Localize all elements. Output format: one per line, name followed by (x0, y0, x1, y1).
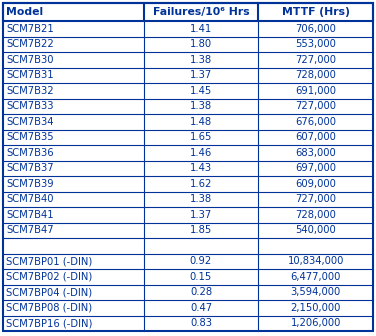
Text: SCM7B37: SCM7B37 (6, 163, 54, 173)
Text: SCM7B39: SCM7B39 (6, 179, 54, 189)
Text: SCM7BP04 (-DIN): SCM7BP04 (-DIN) (6, 287, 92, 297)
Text: 1.80: 1.80 (190, 39, 212, 49)
Text: SCM7B34: SCM7B34 (6, 117, 53, 127)
Text: 728,000: 728,000 (295, 70, 336, 80)
Text: 727,000: 727,000 (295, 101, 336, 111)
Text: 1.37: 1.37 (190, 210, 212, 220)
Text: 1.85: 1.85 (190, 225, 212, 235)
Text: 1.45: 1.45 (190, 86, 212, 96)
Text: SCM7B30: SCM7B30 (6, 55, 53, 65)
Text: 0.92: 0.92 (190, 256, 212, 266)
Bar (3, 3, 373, 21)
Text: 0.15: 0.15 (190, 272, 212, 282)
Text: SCM7B36: SCM7B36 (6, 148, 54, 158)
Text: SCM7B35: SCM7B35 (6, 132, 54, 142)
Text: Model: Model (6, 7, 43, 17)
Text: 1.38: 1.38 (190, 101, 212, 111)
Text: SCM7B47: SCM7B47 (6, 225, 54, 235)
Text: SCM7B40: SCM7B40 (6, 194, 53, 204)
Text: MTTF (Hrs): MTTF (Hrs) (282, 7, 350, 17)
Text: 1.48: 1.48 (190, 117, 212, 127)
Text: 2,150,000: 2,150,000 (291, 303, 341, 313)
Text: 691,000: 691,000 (295, 86, 336, 96)
Text: 1.38: 1.38 (190, 194, 212, 204)
Text: 0.28: 0.28 (190, 287, 212, 297)
Text: SCM7B22: SCM7B22 (6, 39, 54, 49)
Text: SCM7B41: SCM7B41 (6, 210, 54, 220)
Text: 706,000: 706,000 (295, 24, 336, 34)
Text: 0.47: 0.47 (190, 303, 212, 313)
Text: SCM7BP08 (-DIN): SCM7BP08 (-DIN) (6, 303, 92, 313)
Text: SCM7BP02 (-DIN): SCM7BP02 (-DIN) (6, 272, 92, 282)
Text: 1.43: 1.43 (190, 163, 212, 173)
Text: 683,000: 683,000 (295, 148, 336, 158)
Text: 553,000: 553,000 (295, 39, 336, 49)
Text: 6,477,000: 6,477,000 (291, 272, 341, 282)
Text: Failures/10⁶ Hrs: Failures/10⁶ Hrs (153, 7, 249, 17)
Text: 1.41: 1.41 (190, 24, 212, 34)
Text: SCM7B33: SCM7B33 (6, 101, 53, 111)
Text: SCM7B21: SCM7B21 (6, 24, 54, 34)
Text: SCM7B31: SCM7B31 (6, 70, 54, 80)
Text: 727,000: 727,000 (295, 55, 336, 65)
Text: 1.46: 1.46 (190, 148, 212, 158)
Text: SCM7BP01 (-DIN): SCM7BP01 (-DIN) (6, 256, 92, 266)
Text: 0.83: 0.83 (190, 318, 212, 328)
Text: SCM7B32: SCM7B32 (6, 86, 54, 96)
Text: 1.37: 1.37 (190, 70, 212, 80)
Text: 728,000: 728,000 (295, 210, 336, 220)
Text: 607,000: 607,000 (295, 132, 336, 142)
Text: 609,000: 609,000 (295, 179, 336, 189)
Text: 727,000: 727,000 (295, 194, 336, 204)
Text: 697,000: 697,000 (295, 163, 336, 173)
Text: 3,594,000: 3,594,000 (291, 287, 341, 297)
Text: 10,834,000: 10,834,000 (288, 256, 344, 266)
Text: 1.38: 1.38 (190, 55, 212, 65)
Text: SCM7BP16 (-DIN): SCM7BP16 (-DIN) (6, 318, 92, 328)
Text: 1.65: 1.65 (190, 132, 212, 142)
Text: 1,206,000: 1,206,000 (291, 318, 341, 328)
Text: 676,000: 676,000 (295, 117, 336, 127)
Text: 540,000: 540,000 (295, 225, 336, 235)
Text: 1.62: 1.62 (190, 179, 212, 189)
